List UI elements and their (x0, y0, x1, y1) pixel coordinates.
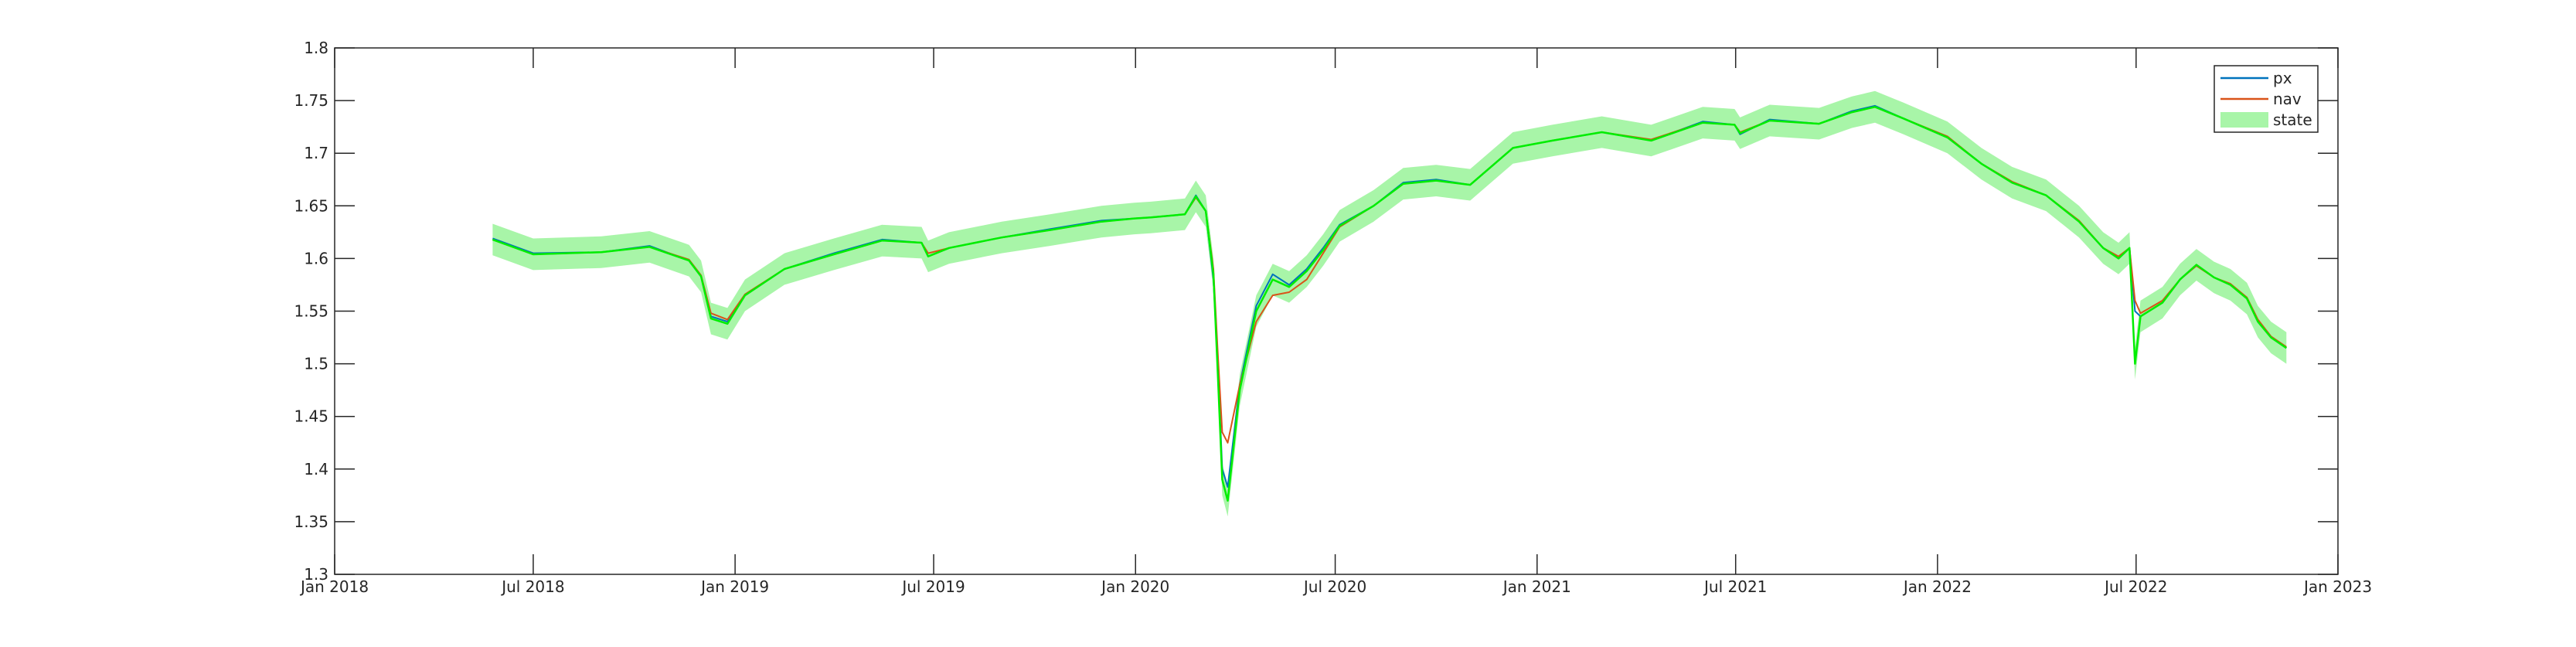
y-tick-label: 1.4 (304, 460, 328, 478)
x-tick-label: Jan 2019 (699, 577, 769, 596)
legend-label-nav: nav (2273, 90, 2302, 108)
y-tick-label: 1.45 (294, 407, 328, 426)
y-tick-label: 1.55 (294, 302, 328, 321)
x-tick-label: Jul 2019 (900, 577, 965, 596)
x-tick-label: Jan 2018 (299, 577, 369, 596)
x-tick-labels: Jan 2018 Jul 2018 Jan 2019 Jul 2019 Jan 2020… (299, 577, 2372, 596)
y-tick-label: 1.3 (304, 565, 328, 584)
series-layer (492, 104, 2288, 502)
y-tick-label: 1.75 (294, 91, 328, 110)
legend-label-state: state (2273, 111, 2312, 129)
x-tick-label: Jul 2020 (1302, 577, 1366, 596)
x-tick-label: Jul 2022 (2103, 577, 2167, 596)
x-tick-label: Jul 2021 (1703, 577, 1767, 596)
x-tick-label: Jul 2018 (500, 577, 564, 596)
tick-layer (334, 47, 2339, 575)
y-tick-label: 1.7 (304, 144, 328, 162)
plot-background (335, 48, 2338, 574)
y-tick-labels: 1.3 1.35 1.4 1.45 1.5 1.55 1.6 1.65 1.7 1.75 1.8 (294, 39, 328, 584)
y-tick-label: 1.8 (304, 39, 328, 57)
series-line-state (492, 106, 2288, 502)
legend-label-px: px (2273, 69, 2292, 87)
legend-swatch-state (2220, 112, 2268, 128)
legend: px nav state (2214, 65, 2319, 133)
x-tick-label: Jan 2023 (2302, 577, 2372, 596)
x-tick-label: Jan 2020 (1100, 577, 1169, 596)
x-tick-label: Jan 2021 (1502, 577, 1571, 596)
y-tick-label: 1.65 (294, 196, 328, 215)
y-tick-label: 1.35 (294, 512, 328, 531)
y-tick-label: 1.6 (304, 249, 328, 267)
x-tick-label: Jan 2022 (1902, 577, 1972, 596)
y-tick-label: 1.5 (304, 355, 328, 373)
